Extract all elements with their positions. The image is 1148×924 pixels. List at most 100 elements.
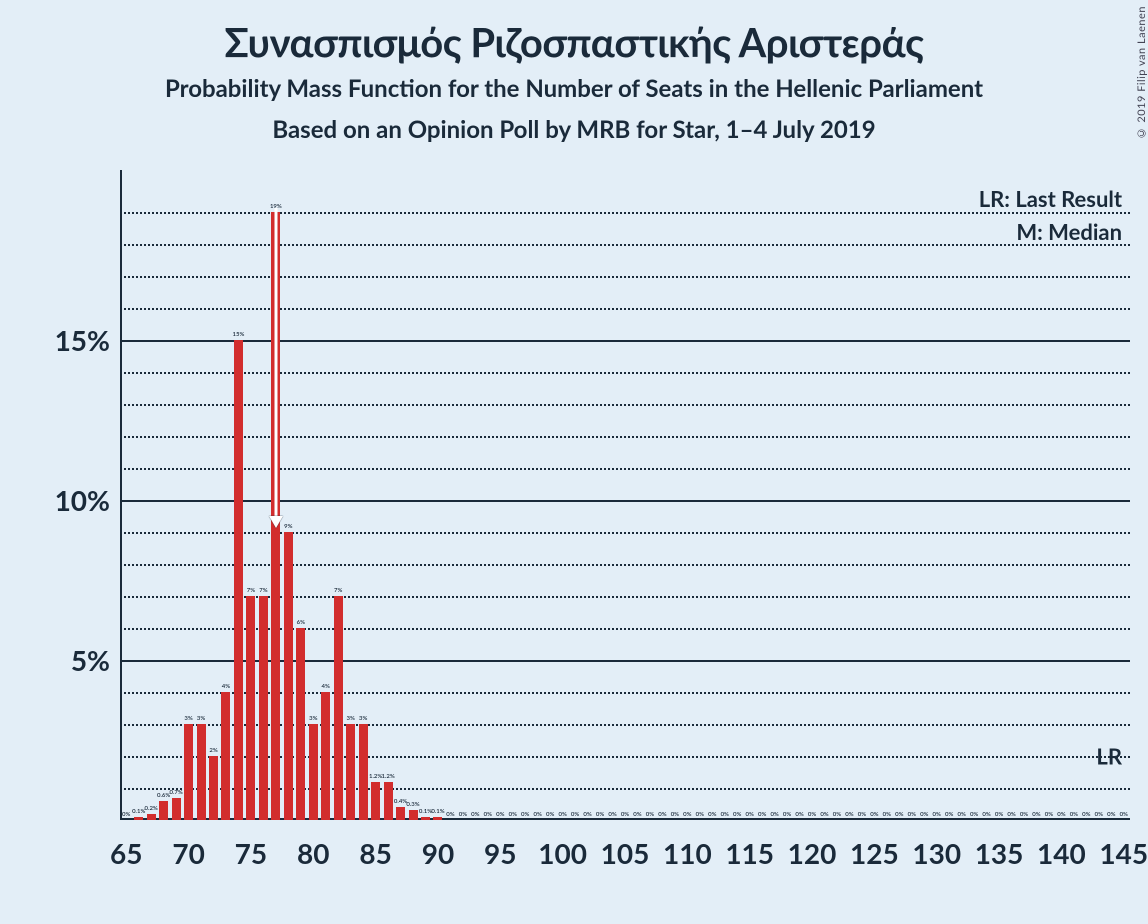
bar-value-label: 0.3% <box>406 801 419 808</box>
bar-value-label: 7% <box>247 587 255 594</box>
x-tick-label: 110 <box>663 836 712 870</box>
x-tick-label: 80 <box>297 836 329 870</box>
bar-value-label: 0% <box>696 811 704 818</box>
bar-value-label: 3% <box>184 715 192 722</box>
bar-value-label: 0% <box>596 811 604 818</box>
bar-value-label: 0.1% <box>132 808 145 815</box>
x-tick-label: 95 <box>484 836 516 870</box>
bar-value-label: 0% <box>1107 811 1115 818</box>
x-tick-label: 115 <box>725 836 774 870</box>
bar-value-label: 0% <box>982 811 990 818</box>
bar-value-label: 1.2% <box>369 773 382 780</box>
bar-value-label: 0% <box>721 811 729 818</box>
x-tick-label: 140 <box>1037 836 1086 870</box>
bar-value-label: 0% <box>733 811 741 818</box>
bar-value-label: 0% <box>1082 811 1090 818</box>
bar-value-label: 0% <box>945 811 953 818</box>
bar-value-label: 6% <box>297 619 305 626</box>
bar <box>346 724 355 820</box>
bar-value-label: 0% <box>957 811 965 818</box>
bar-value-label: 0% <box>558 811 566 818</box>
legend: LR: Last Result M: Median <box>979 182 1122 248</box>
bar-value-label: 0% <box>608 811 616 818</box>
bar <box>433 817 442 820</box>
bar-value-label: 3% <box>197 715 205 722</box>
bar-value-label: 0% <box>783 811 791 818</box>
bar-value-label: 0% <box>1045 811 1053 818</box>
bar <box>421 817 430 820</box>
bar-value-label: 0% <box>1020 811 1028 818</box>
bar <box>384 782 393 820</box>
bar-value-label: 0% <box>995 811 1003 818</box>
bar-value-label: 0% <box>746 811 754 818</box>
bar-value-label: 0% <box>908 811 916 818</box>
bar <box>296 628 305 820</box>
bar <box>371 782 380 820</box>
bar-value-label: 0% <box>770 811 778 818</box>
bar <box>221 692 230 820</box>
x-axis-labels: 6570758085909510010511011512012513013514… <box>120 830 1130 870</box>
bar-value-label: 7% <box>334 587 342 594</box>
bar <box>334 596 343 820</box>
bar-value-label: 3% <box>346 715 354 722</box>
x-tick-label: 135 <box>975 836 1024 870</box>
bar-value-label: 0% <box>646 811 654 818</box>
bar-value-label: 4% <box>322 683 330 690</box>
bar-value-label: 0% <box>471 811 479 818</box>
x-tick-label: 65 <box>110 836 142 870</box>
bar <box>246 596 255 820</box>
x-tick-label: 145 <box>1099 836 1148 870</box>
bar-value-label: 0% <box>970 811 978 818</box>
bar-value-label: 0% <box>1095 811 1103 818</box>
bar <box>134 817 143 820</box>
bar-value-label: 0% <box>1120 811 1128 818</box>
legend-m: M: Median <box>979 215 1122 248</box>
bar-value-label: 0% <box>870 811 878 818</box>
lr-marker-label: LR <box>1096 743 1122 770</box>
bar-value-label: 0% <box>920 811 928 818</box>
bar-value-label: 15% <box>233 331 245 338</box>
x-tick-label: 125 <box>850 836 899 870</box>
bar-value-label: 0% <box>758 811 766 818</box>
bar-value-label: 0% <box>1057 811 1065 818</box>
y-tick-label: 10% <box>55 483 110 517</box>
bar-value-label: 9% <box>284 523 292 530</box>
bar <box>234 340 243 820</box>
bar-value-label: 0.1% <box>419 808 432 815</box>
bar-value-label: 3% <box>309 715 317 722</box>
bar-value-label: 3% <box>359 715 367 722</box>
bar <box>321 692 330 820</box>
x-tick-label: 105 <box>601 836 650 870</box>
median-arrow-head <box>269 516 283 528</box>
bar-value-label: 0% <box>496 811 504 818</box>
x-tick-label: 70 <box>172 836 204 870</box>
bar-value-label: 0% <box>571 811 579 818</box>
plot-region: 0%0.1%0.2%0.6%0.7%3%3%2%4%15%7%7%19%9%6%… <box>120 180 1130 820</box>
bar-value-label: 0% <box>883 811 891 818</box>
bar <box>284 532 293 820</box>
title-main: Συνασπισμός Ριζοσπαστικής Αριστεράς <box>0 18 1148 66</box>
bar-value-label: 0% <box>845 811 853 818</box>
bar <box>197 724 206 820</box>
bar-value-label: 4% <box>222 683 230 690</box>
bar-value-label: 0.2% <box>145 805 158 812</box>
bar-value-label: 0% <box>658 811 666 818</box>
y-axis-line <box>120 170 122 820</box>
bar-value-label: 0% <box>1070 811 1078 818</box>
copyright-text: © 2019 Filip van Laenen <box>1135 6 1148 139</box>
median-arrow-stem <box>274 208 277 518</box>
bar-value-label: 0% <box>708 811 716 818</box>
bar-value-label: 0% <box>795 811 803 818</box>
bar-value-label: 0% <box>858 811 866 818</box>
bar-value-label: 0.4% <box>394 798 407 805</box>
bar-value-label: 0% <box>808 811 816 818</box>
legend-lr: LR: Last Result <box>979 182 1122 215</box>
bar-value-label: 0% <box>671 811 679 818</box>
bar-value-label: 1.2% <box>381 773 394 780</box>
bar-value-label: 7% <box>259 587 267 594</box>
bar-value-label: 0% <box>933 811 941 818</box>
bar-value-label: 0% <box>446 811 454 818</box>
title-sub2: Based on an Opinion Poll by MRB for Star… <box>0 115 1148 144</box>
bar-value-label: 0% <box>833 811 841 818</box>
title-sub1: Probability Mass Function for the Number… <box>0 74 1148 103</box>
